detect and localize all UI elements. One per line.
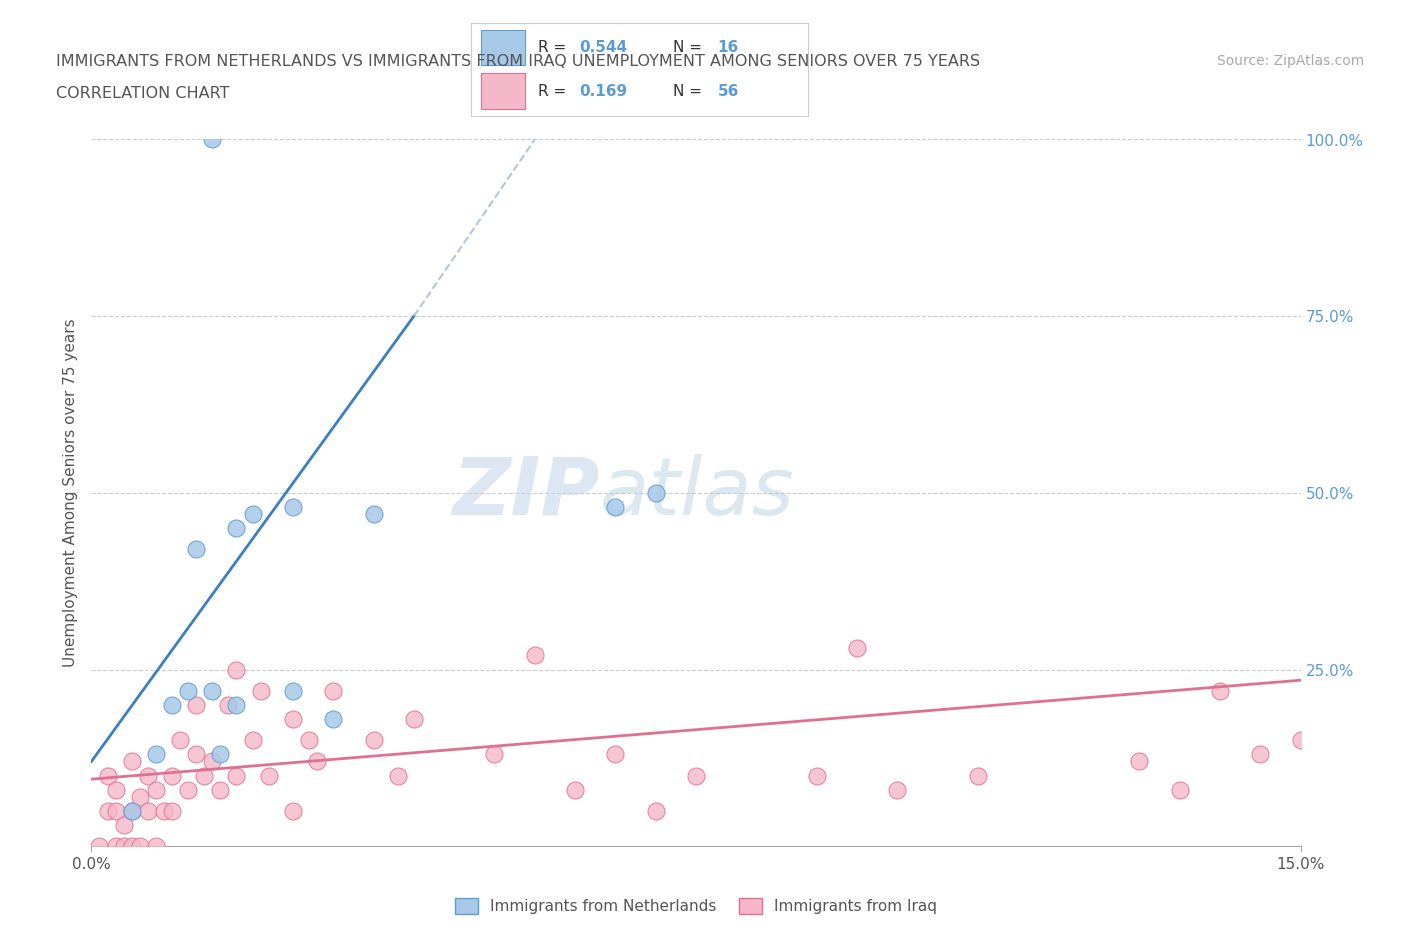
Point [322, 684, 344, 698]
Text: R =: R = [538, 40, 572, 55]
Point [387, 768, 409, 783]
Legend: Immigrants from Netherlands, Immigrants from Iraq: Immigrants from Netherlands, Immigrants … [449, 892, 943, 920]
Point [322, 711, 344, 726]
Point [307, 754, 329, 769]
Point [281, 684, 304, 698]
Point [136, 804, 159, 818]
Text: Source: ZipAtlas.com: Source: ZipAtlas.com [1216, 54, 1364, 68]
Point [644, 804, 666, 818]
Point [225, 521, 247, 536]
Point [128, 790, 150, 804]
Text: N =: N = [673, 84, 707, 99]
Point [644, 485, 666, 500]
Text: 0.169: 0.169 [579, 84, 627, 99]
Point [209, 747, 232, 762]
Text: 0.544: 0.544 [579, 40, 627, 55]
Point [1289, 733, 1312, 748]
Point [523, 648, 546, 663]
Point [112, 817, 135, 832]
Point [104, 782, 127, 797]
Point [186, 542, 208, 557]
Point [1249, 747, 1271, 762]
Point [160, 768, 183, 783]
Point [153, 804, 176, 818]
Point [846, 641, 869, 656]
Point [96, 768, 118, 783]
Point [257, 768, 280, 783]
Point [886, 782, 908, 797]
Point [160, 698, 183, 712]
Point [1128, 754, 1150, 769]
Point [177, 782, 200, 797]
Point [169, 733, 191, 748]
Point [1168, 782, 1191, 797]
Point [96, 804, 118, 818]
Point [186, 698, 208, 712]
Point [160, 804, 183, 818]
Point [402, 711, 425, 726]
Point [605, 747, 627, 762]
Point [104, 804, 127, 818]
Point [89, 839, 111, 854]
Point [225, 662, 247, 677]
Point [121, 804, 143, 818]
Point [128, 839, 150, 854]
FancyBboxPatch shape [481, 73, 524, 109]
Point [242, 733, 264, 748]
Point [605, 499, 627, 514]
Text: IMMIGRANTS FROM NETHERLANDS VS IMMIGRANTS FROM IRAQ UNEMPLOYMENT AMONG SENIORS O: IMMIGRANTS FROM NETHERLANDS VS IMMIGRANT… [56, 54, 980, 69]
Text: CORRELATION CHART: CORRELATION CHART [56, 86, 229, 100]
Point [806, 768, 828, 783]
Point [217, 698, 239, 712]
Point [281, 804, 304, 818]
Text: 56: 56 [717, 84, 738, 99]
Point [104, 839, 127, 854]
Point [121, 754, 143, 769]
Point [484, 747, 506, 762]
Text: ZIP: ZIP [451, 454, 599, 532]
Point [363, 733, 385, 748]
Point [121, 839, 143, 854]
Point [209, 782, 232, 797]
Y-axis label: Unemployment Among Seniors over 75 years: Unemployment Among Seniors over 75 years [62, 319, 77, 667]
Point [201, 684, 224, 698]
Text: N =: N = [673, 40, 707, 55]
Point [112, 839, 135, 854]
Point [564, 782, 586, 797]
Point [225, 768, 247, 783]
Point [145, 839, 167, 854]
Point [186, 747, 208, 762]
Point [685, 768, 707, 783]
Point [281, 711, 304, 726]
Point [121, 804, 143, 818]
Point [249, 684, 271, 698]
Point [136, 768, 159, 783]
Point [201, 754, 224, 769]
Point [363, 507, 385, 522]
Point [1209, 684, 1232, 698]
Point [145, 782, 167, 797]
Point [242, 507, 264, 522]
Point [967, 768, 990, 783]
Point [298, 733, 321, 748]
Point [193, 768, 215, 783]
Point [225, 698, 247, 712]
Point [177, 684, 200, 698]
FancyBboxPatch shape [481, 30, 524, 65]
Point [145, 747, 167, 762]
Text: atlas: atlas [599, 454, 794, 532]
Point [201, 132, 224, 147]
Point [281, 499, 304, 514]
Text: R =: R = [538, 84, 572, 99]
Text: 16: 16 [717, 40, 738, 55]
